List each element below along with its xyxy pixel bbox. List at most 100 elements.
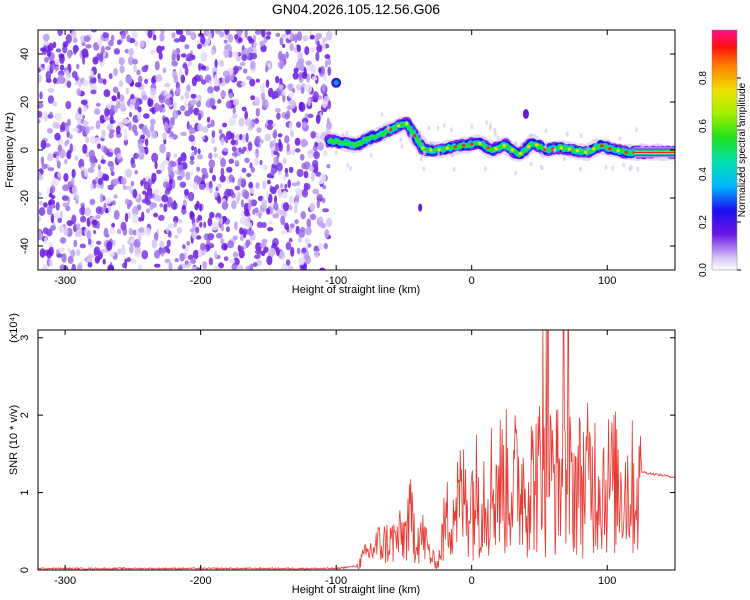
noise-speckle — [298, 229, 306, 238]
noise-speckle — [81, 41, 86, 47]
noise-speckle — [131, 124, 138, 133]
noise-speckle — [72, 37, 78, 44]
ridge-halo — [544, 128, 548, 134]
noise-speckle — [259, 40, 266, 47]
noise-speckle — [276, 112, 281, 120]
noise-speckle — [98, 77, 104, 84]
noise-speckle — [302, 71, 308, 80]
noise-speckle — [184, 91, 190, 100]
noise-speckle — [211, 105, 217, 110]
noise-speckle — [292, 71, 299, 80]
noise-speckle — [102, 258, 106, 265]
noise-speckle — [197, 214, 203, 221]
noise-speckle — [43, 202, 48, 208]
noise-speckle — [199, 242, 206, 251]
noise-speckle — [300, 211, 307, 220]
noise-speckle — [179, 35, 186, 43]
noise-speckle — [234, 221, 238, 231]
noise-speckle — [197, 43, 202, 50]
noise-speckle — [273, 156, 278, 166]
noise-speckle — [44, 236, 48, 245]
noise-speckle — [174, 258, 179, 263]
noise-speckle — [290, 246, 295, 257]
noise-speckle — [187, 61, 192, 67]
noise-speckle — [218, 60, 225, 67]
noise-speckle — [244, 117, 252, 127]
noise-speckle — [76, 248, 81, 257]
noise-speckle — [208, 152, 213, 160]
noise-speckle — [174, 153, 177, 158]
ridge-halo — [563, 156, 566, 162]
noise-speckle — [240, 178, 245, 185]
noise-speckle — [72, 127, 79, 132]
noise-speckle — [107, 265, 115, 270]
noise-speckle — [323, 74, 327, 82]
noise-speckle — [122, 118, 130, 125]
snr-frame — [37, 329, 676, 571]
noise-speckle — [38, 216, 41, 222]
noise-speckle — [190, 32, 197, 41]
ridge-peak — [462, 143, 466, 147]
ridge-halo — [636, 166, 640, 172]
noise-speckle — [238, 249, 245, 259]
noise-speckle — [59, 237, 67, 244]
noise-speckle — [53, 212, 59, 220]
noise-speckle — [268, 220, 273, 225]
noise-speckle — [316, 40, 320, 46]
noise-speckle — [142, 125, 149, 135]
noise-speckle — [304, 46, 310, 56]
noise-speckle — [324, 54, 331, 60]
noise-speckle — [110, 34, 115, 42]
noise-speckle — [181, 209, 187, 215]
noise-speckle — [125, 75, 133, 84]
noise-speckle — [159, 33, 165, 42]
noise-speckle — [260, 139, 264, 144]
ridge-halo — [334, 150, 338, 156]
noise-speckle — [188, 191, 195, 202]
ridge-peak — [600, 144, 604, 148]
noise-speckle — [63, 227, 69, 236]
noise-speckle — [78, 227, 83, 238]
noise-speckle — [189, 210, 194, 218]
noise-speckle — [59, 148, 66, 159]
noise-speckle — [134, 130, 139, 136]
noise-speckle — [128, 227, 134, 236]
noise-speckle — [223, 256, 229, 262]
ridge-halo — [586, 145, 590, 151]
noise-speckle — [214, 74, 218, 81]
noise-speckle — [138, 217, 143, 222]
noise-speckle — [208, 159, 216, 169]
noise-speckle — [127, 56, 134, 66]
noise-speckle — [57, 226, 65, 231]
noise-speckle — [196, 166, 201, 172]
noise-speckle — [118, 57, 125, 66]
noise-speckle — [307, 97, 311, 107]
noise-speckle — [318, 180, 324, 185]
noise-speckle — [151, 172, 157, 183]
snr-x-tick-label: -200 — [190, 575, 212, 587]
noise-speckle — [153, 212, 159, 218]
noise-speckle — [213, 265, 221, 270]
noise-speckle — [108, 132, 114, 139]
ridge-halo — [622, 162, 626, 168]
noise-speckle — [255, 148, 260, 159]
ridge-peak — [510, 148, 514, 152]
noise-speckle — [280, 215, 286, 226]
noise-speckle — [89, 125, 95, 131]
snr-y-tick-label: 1 — [19, 490, 31, 496]
noise-speckle — [224, 30, 230, 35]
noise-speckle — [101, 129, 106, 139]
noise-speckle — [162, 67, 167, 74]
ridge-halo — [629, 164, 633, 170]
noise-speckle — [301, 188, 309, 198]
noise-speckle — [211, 221, 219, 231]
noise-speckle — [86, 257, 93, 263]
noise-speckle — [67, 247, 71, 253]
noise-speckle — [73, 239, 78, 248]
noise-speckle — [275, 75, 280, 84]
noise-speckle — [45, 70, 51, 81]
snr-y-ticks: 0 1 2 3 — [19, 335, 675, 573]
noise-speckle — [294, 33, 298, 44]
noise-speckle — [123, 138, 129, 146]
noise-speckle — [40, 139, 47, 150]
